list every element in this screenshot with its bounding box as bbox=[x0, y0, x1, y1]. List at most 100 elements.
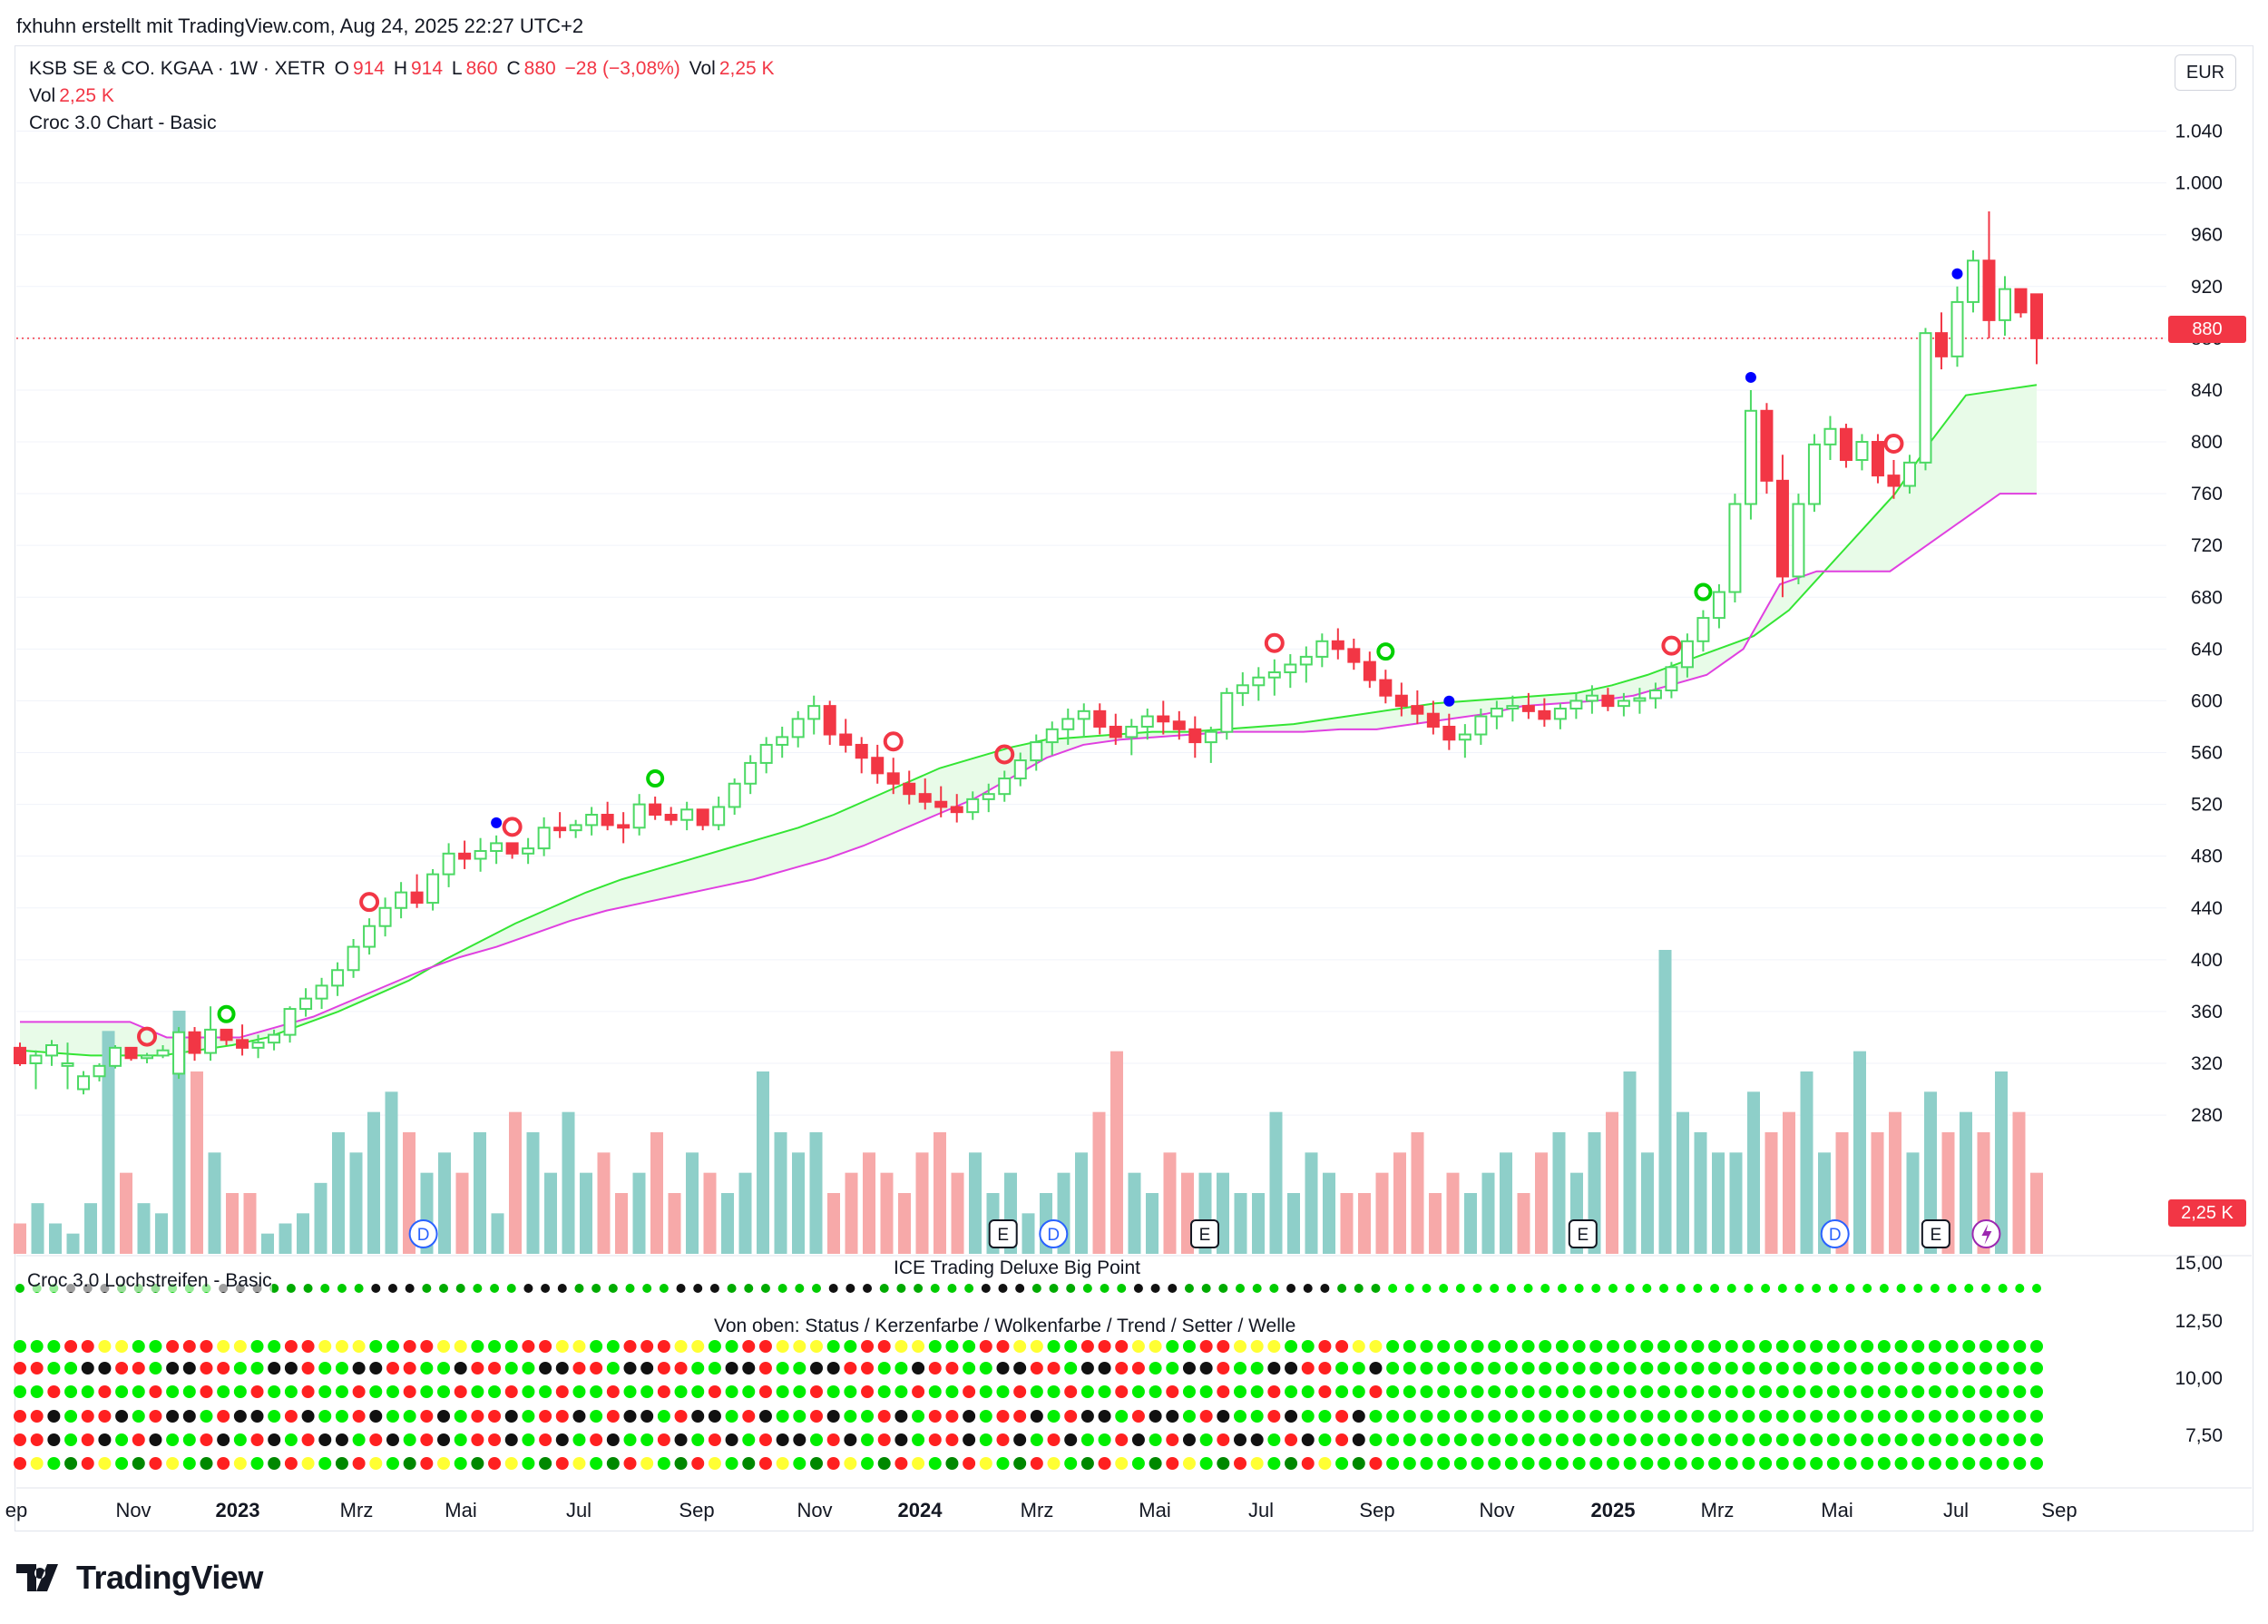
oscillator-dot bbox=[115, 1457, 129, 1470]
dividend-marker-icon bbox=[1039, 1219, 1069, 1248]
price-axis-label: 400 bbox=[2191, 950, 2223, 971]
oscillator-dot bbox=[1894, 1433, 1908, 1446]
cloud-fill bbox=[20, 385, 2037, 1056]
oscillator-dot bbox=[1640, 1340, 1654, 1353]
oscillator-dot bbox=[539, 1410, 552, 1423]
oscillator-dot bbox=[1589, 1433, 1603, 1446]
oscillator-dot bbox=[1166, 1385, 1179, 1398]
oscillator-dot bbox=[217, 1362, 230, 1375]
oscillator-dot bbox=[877, 1433, 891, 1446]
chart-frame[interactable] bbox=[15, 45, 2253, 1531]
candle-body bbox=[1760, 409, 1774, 482]
candle-body bbox=[109, 1046, 122, 1067]
oscillator-dot bbox=[1691, 1410, 1705, 1423]
oscillator-dot bbox=[488, 1457, 502, 1470]
candle-body bbox=[1204, 730, 1217, 744]
oscillator-dot bbox=[1911, 1410, 1925, 1423]
oscillator-dot bbox=[945, 1340, 959, 1353]
oscillator-dot bbox=[1894, 1385, 1908, 1398]
oscillator-dot bbox=[1047, 1410, 1061, 1423]
oscillator-dot bbox=[132, 1340, 145, 1353]
oscillator-dot bbox=[522, 1457, 535, 1470]
oscillator-dot bbox=[657, 1385, 670, 1398]
oscillator-dot bbox=[166, 1385, 180, 1398]
candle-body bbox=[601, 814, 614, 827]
oscillator-dot bbox=[1521, 1457, 1535, 1470]
oscillator-dot bbox=[1810, 1410, 1823, 1423]
time-axis-label: Mrz bbox=[1021, 1499, 1054, 1521]
oscillator-dot bbox=[914, 1284, 924, 1293]
candle-body bbox=[1379, 679, 1393, 697]
oscillator-dot bbox=[437, 1362, 451, 1375]
volume-bar bbox=[1871, 1132, 1884, 1254]
candle-body bbox=[696, 808, 709, 827]
candle-body bbox=[315, 984, 328, 1000]
candle-body bbox=[855, 743, 868, 759]
oscillator-dot bbox=[708, 1433, 721, 1446]
oscillator-dot bbox=[490, 1284, 500, 1293]
oscillator-dot bbox=[1182, 1340, 1196, 1353]
oscillator-dot bbox=[1945, 1410, 1959, 1423]
oscillator-dot bbox=[1437, 1410, 1451, 1423]
volume-bar bbox=[827, 1193, 840, 1254]
volume-bar bbox=[1287, 1193, 1300, 1254]
oscillator-dot bbox=[1218, 1284, 1228, 1293]
oscillator-dot bbox=[742, 1457, 756, 1470]
oscillator-dot bbox=[1980, 1284, 1990, 1293]
currency-button[interactable]: EUR bbox=[2175, 54, 2236, 91]
oscillator-dot bbox=[1572, 1433, 1586, 1446]
volume-bar bbox=[1022, 1213, 1035, 1254]
oscillator-dot bbox=[947, 1284, 957, 1293]
oscillator-dot bbox=[877, 1385, 891, 1398]
oscillator-dot bbox=[403, 1340, 416, 1353]
oscillator-dot bbox=[1403, 1457, 1416, 1470]
volume-bar bbox=[757, 1071, 769, 1254]
price-axis-label: 1.000 bbox=[2175, 173, 2223, 194]
oscillator-dot bbox=[437, 1433, 451, 1446]
oscillator-dot bbox=[1236, 1284, 1246, 1293]
lightning-bolt-icon bbox=[1981, 1224, 1992, 1245]
oscillator-dot bbox=[47, 1433, 61, 1446]
pane3-title: Von oben: Status / Kerzenfarbe / Wolkenf… bbox=[714, 1316, 1296, 1337]
volume-bar bbox=[1393, 1152, 1406, 1254]
oscillator-dot bbox=[1199, 1410, 1213, 1423]
legend-indicator[interactable]: Croc 3.0 Chart - Basic bbox=[29, 113, 217, 133]
oscillator-dot bbox=[1555, 1433, 1569, 1446]
oscillator-dot bbox=[1403, 1340, 1416, 1353]
volume-bar bbox=[1712, 1152, 1725, 1254]
oscillator-dot bbox=[1318, 1340, 1332, 1353]
legend-vol-line-label[interactable]: Vol bbox=[29, 85, 56, 106]
oscillator-dot bbox=[996, 1433, 1010, 1446]
brand[interactable]: TradingView bbox=[16, 1559, 263, 1597]
oscillator-dot bbox=[894, 1410, 908, 1423]
oscillator-dot bbox=[1555, 1410, 1569, 1423]
oscillator-dot bbox=[1115, 1433, 1129, 1446]
oscillator-dot bbox=[1217, 1362, 1230, 1375]
oscillator-dot bbox=[844, 1433, 857, 1446]
oscillator-dot bbox=[758, 1457, 772, 1470]
oscillator-dot bbox=[539, 1385, 552, 1398]
candle-body bbox=[934, 800, 948, 808]
oscillator-dot bbox=[1877, 1433, 1891, 1446]
candle-body bbox=[505, 842, 519, 855]
oscillator-dot bbox=[861, 1362, 875, 1375]
oscillator-dot bbox=[1472, 1284, 1482, 1293]
price-axis-label: 720 bbox=[2191, 535, 2223, 556]
candle-body bbox=[680, 808, 694, 821]
signal-ring-green-marker bbox=[1376, 642, 1395, 661]
oscillator-dot bbox=[572, 1410, 586, 1423]
earnings-marker-icon bbox=[1568, 1219, 1598, 1248]
oscillator-dot bbox=[1234, 1410, 1247, 1423]
oscillator-dot bbox=[1539, 1457, 1552, 1470]
oscillator-dot bbox=[98, 1385, 112, 1398]
volume-bar bbox=[580, 1172, 592, 1254]
oscillator-dot bbox=[369, 1362, 383, 1375]
candle-body bbox=[839, 733, 853, 746]
oscillator-dot bbox=[1301, 1385, 1315, 1398]
oscillator-dot bbox=[912, 1385, 925, 1398]
oscillator-dot bbox=[1521, 1410, 1535, 1423]
oscillator-dot bbox=[1064, 1362, 1078, 1375]
legend-symbol[interactable]: KSB SE & CO. KGAA · 1W · XETR bbox=[29, 58, 326, 79]
candle-body bbox=[1839, 427, 1853, 462]
